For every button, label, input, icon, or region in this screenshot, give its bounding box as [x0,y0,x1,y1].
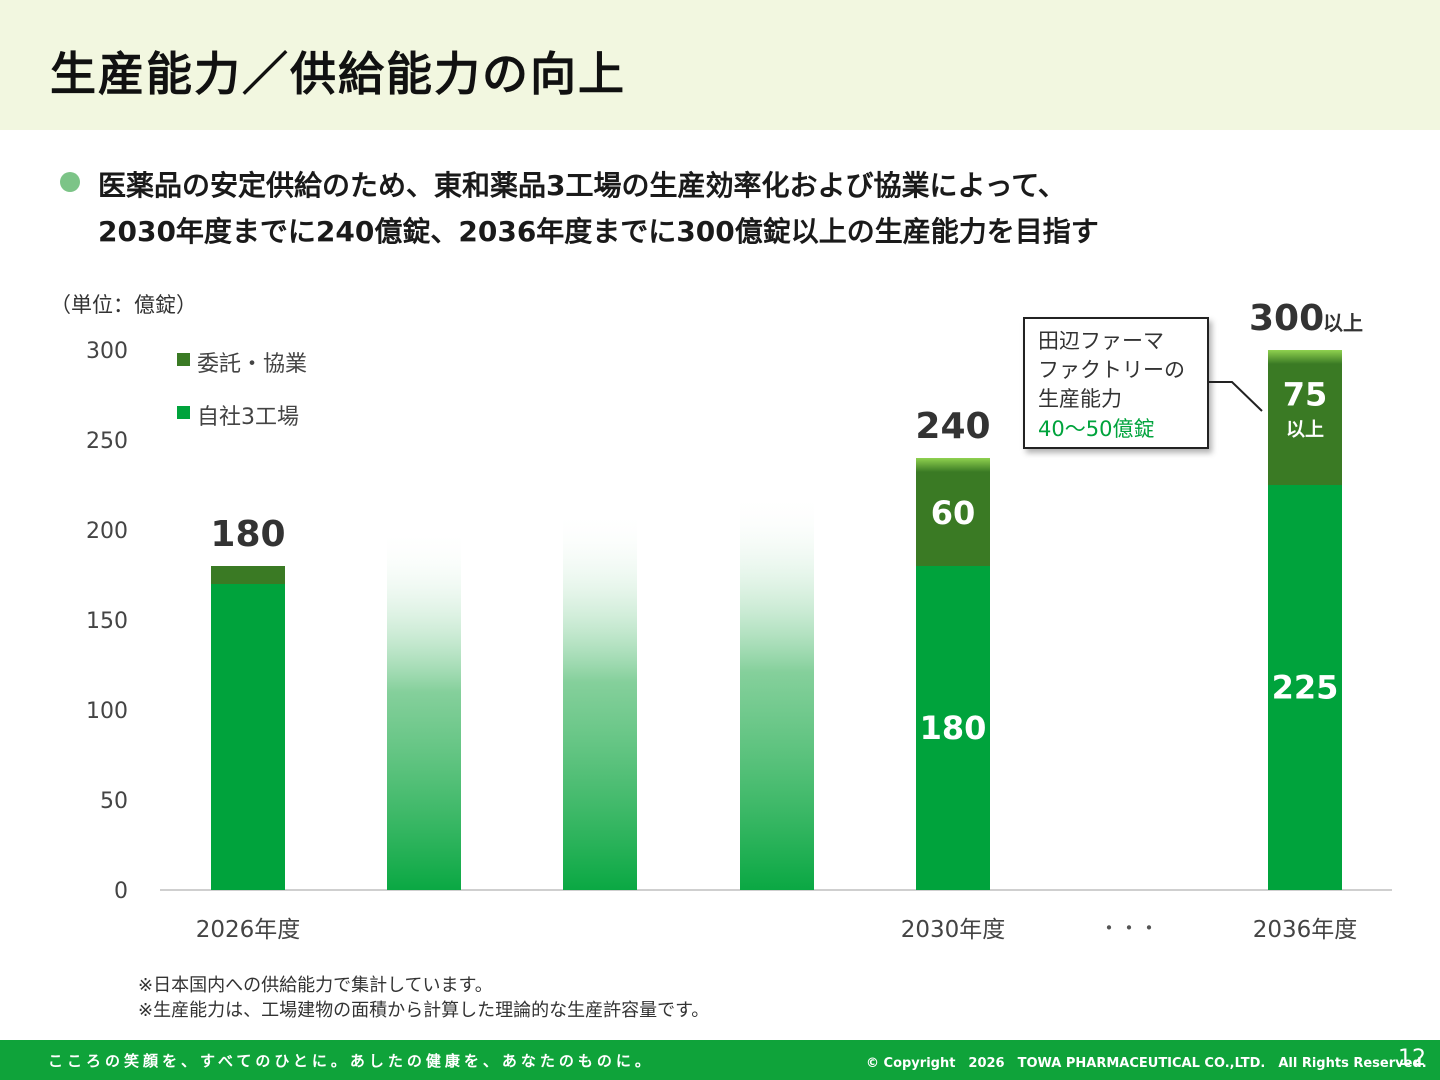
bar-cap-highlight [916,458,990,472]
bar-partnership [211,566,285,584]
callout-connector-line [1208,381,1263,412]
page-title: 生産能力／供給能力の向上 [50,47,626,101]
y-tick-label: 50 [100,789,128,814]
bar-total-suffix: 以上 [1323,311,1363,335]
bar-own-factories [211,584,285,890]
y-tick-label: 200 [86,519,128,544]
bar-total-label: 240 [915,406,990,447]
unit-label: （単位：億錠） [50,293,197,317]
footnote-2: ※生産能力は、工場建物の面積から計算した理論的な生産許容量です。 [138,1000,710,1021]
transition-bar [387,530,461,890]
callout-line-1: 田辺ファーマ [1038,329,1164,353]
bar-value-suffix: 以上 [1286,419,1324,441]
footnote-1: ※日本国内への供給能力で集計しています。 [138,975,493,996]
bar-value-own: 180 [920,709,987,747]
bar-own-factories [916,566,990,890]
transition-bar [740,494,814,890]
y-tick-label: 250 [86,429,128,454]
footer-slogan: こころの笑顔を、すべてのひとに。あしたの健康を、あなたのものに。 [48,1052,654,1070]
y-tick-label: 100 [86,699,128,724]
title-band [0,0,1440,130]
bar-value-partnership: 75 [1283,376,1328,414]
bar-total-label: 180 [210,514,285,555]
bullet-icon [60,172,80,192]
bar-cap-highlight [1268,350,1342,364]
legend-label: 委託・協業 [197,352,307,377]
legend-swatch [177,406,190,419]
y-tick-label: 0 [114,879,128,904]
y-tick-label: 150 [86,609,128,634]
y-tick-label: 300 [86,339,128,364]
transition-bar [563,512,637,890]
x-ellipsis-label: ・・・ [1099,916,1159,940]
lead-text-line-2: 2030年度までに240億錠、2036年度までに300億錠以上の生産能力を目指す [98,215,1099,248]
footer-copyright: © Copyright 2026 TOWA PHARMACEUTICAL CO.… [866,1056,1427,1071]
lead-text-line-1: 医薬品の安定供給のため、東和薬品3工場の生産効率化および協業によって、 [98,169,1066,202]
bar-value-partnership: 60 [931,494,976,532]
legend-label: 自社3工場 [197,405,299,430]
page-number: 12 [1398,1046,1426,1071]
bar-total-label: 300 [1249,298,1324,339]
callout-line-2: ファクトリーの [1038,358,1185,382]
bar-value-own: 225 [1272,669,1339,707]
callout-box [1023,317,1209,449]
x-category-label: 2030年度 [901,917,1006,943]
footer-bar: こころの笑顔を、すべてのひとに。あしたの健康を、あなたのものに。 © Copyr… [0,1040,1440,1080]
x-category-label: 2036年度 [1253,917,1358,943]
bar-own-factories [1268,485,1342,890]
legend-swatch [177,353,190,366]
callout-line-3: 生産能力 [1038,387,1122,411]
callout-highlight: 40～50億錠 [1038,417,1154,441]
bar-partnership [916,458,990,566]
bar-partnership [1268,350,1342,485]
x-category-label: 2026年度 [196,917,301,943]
